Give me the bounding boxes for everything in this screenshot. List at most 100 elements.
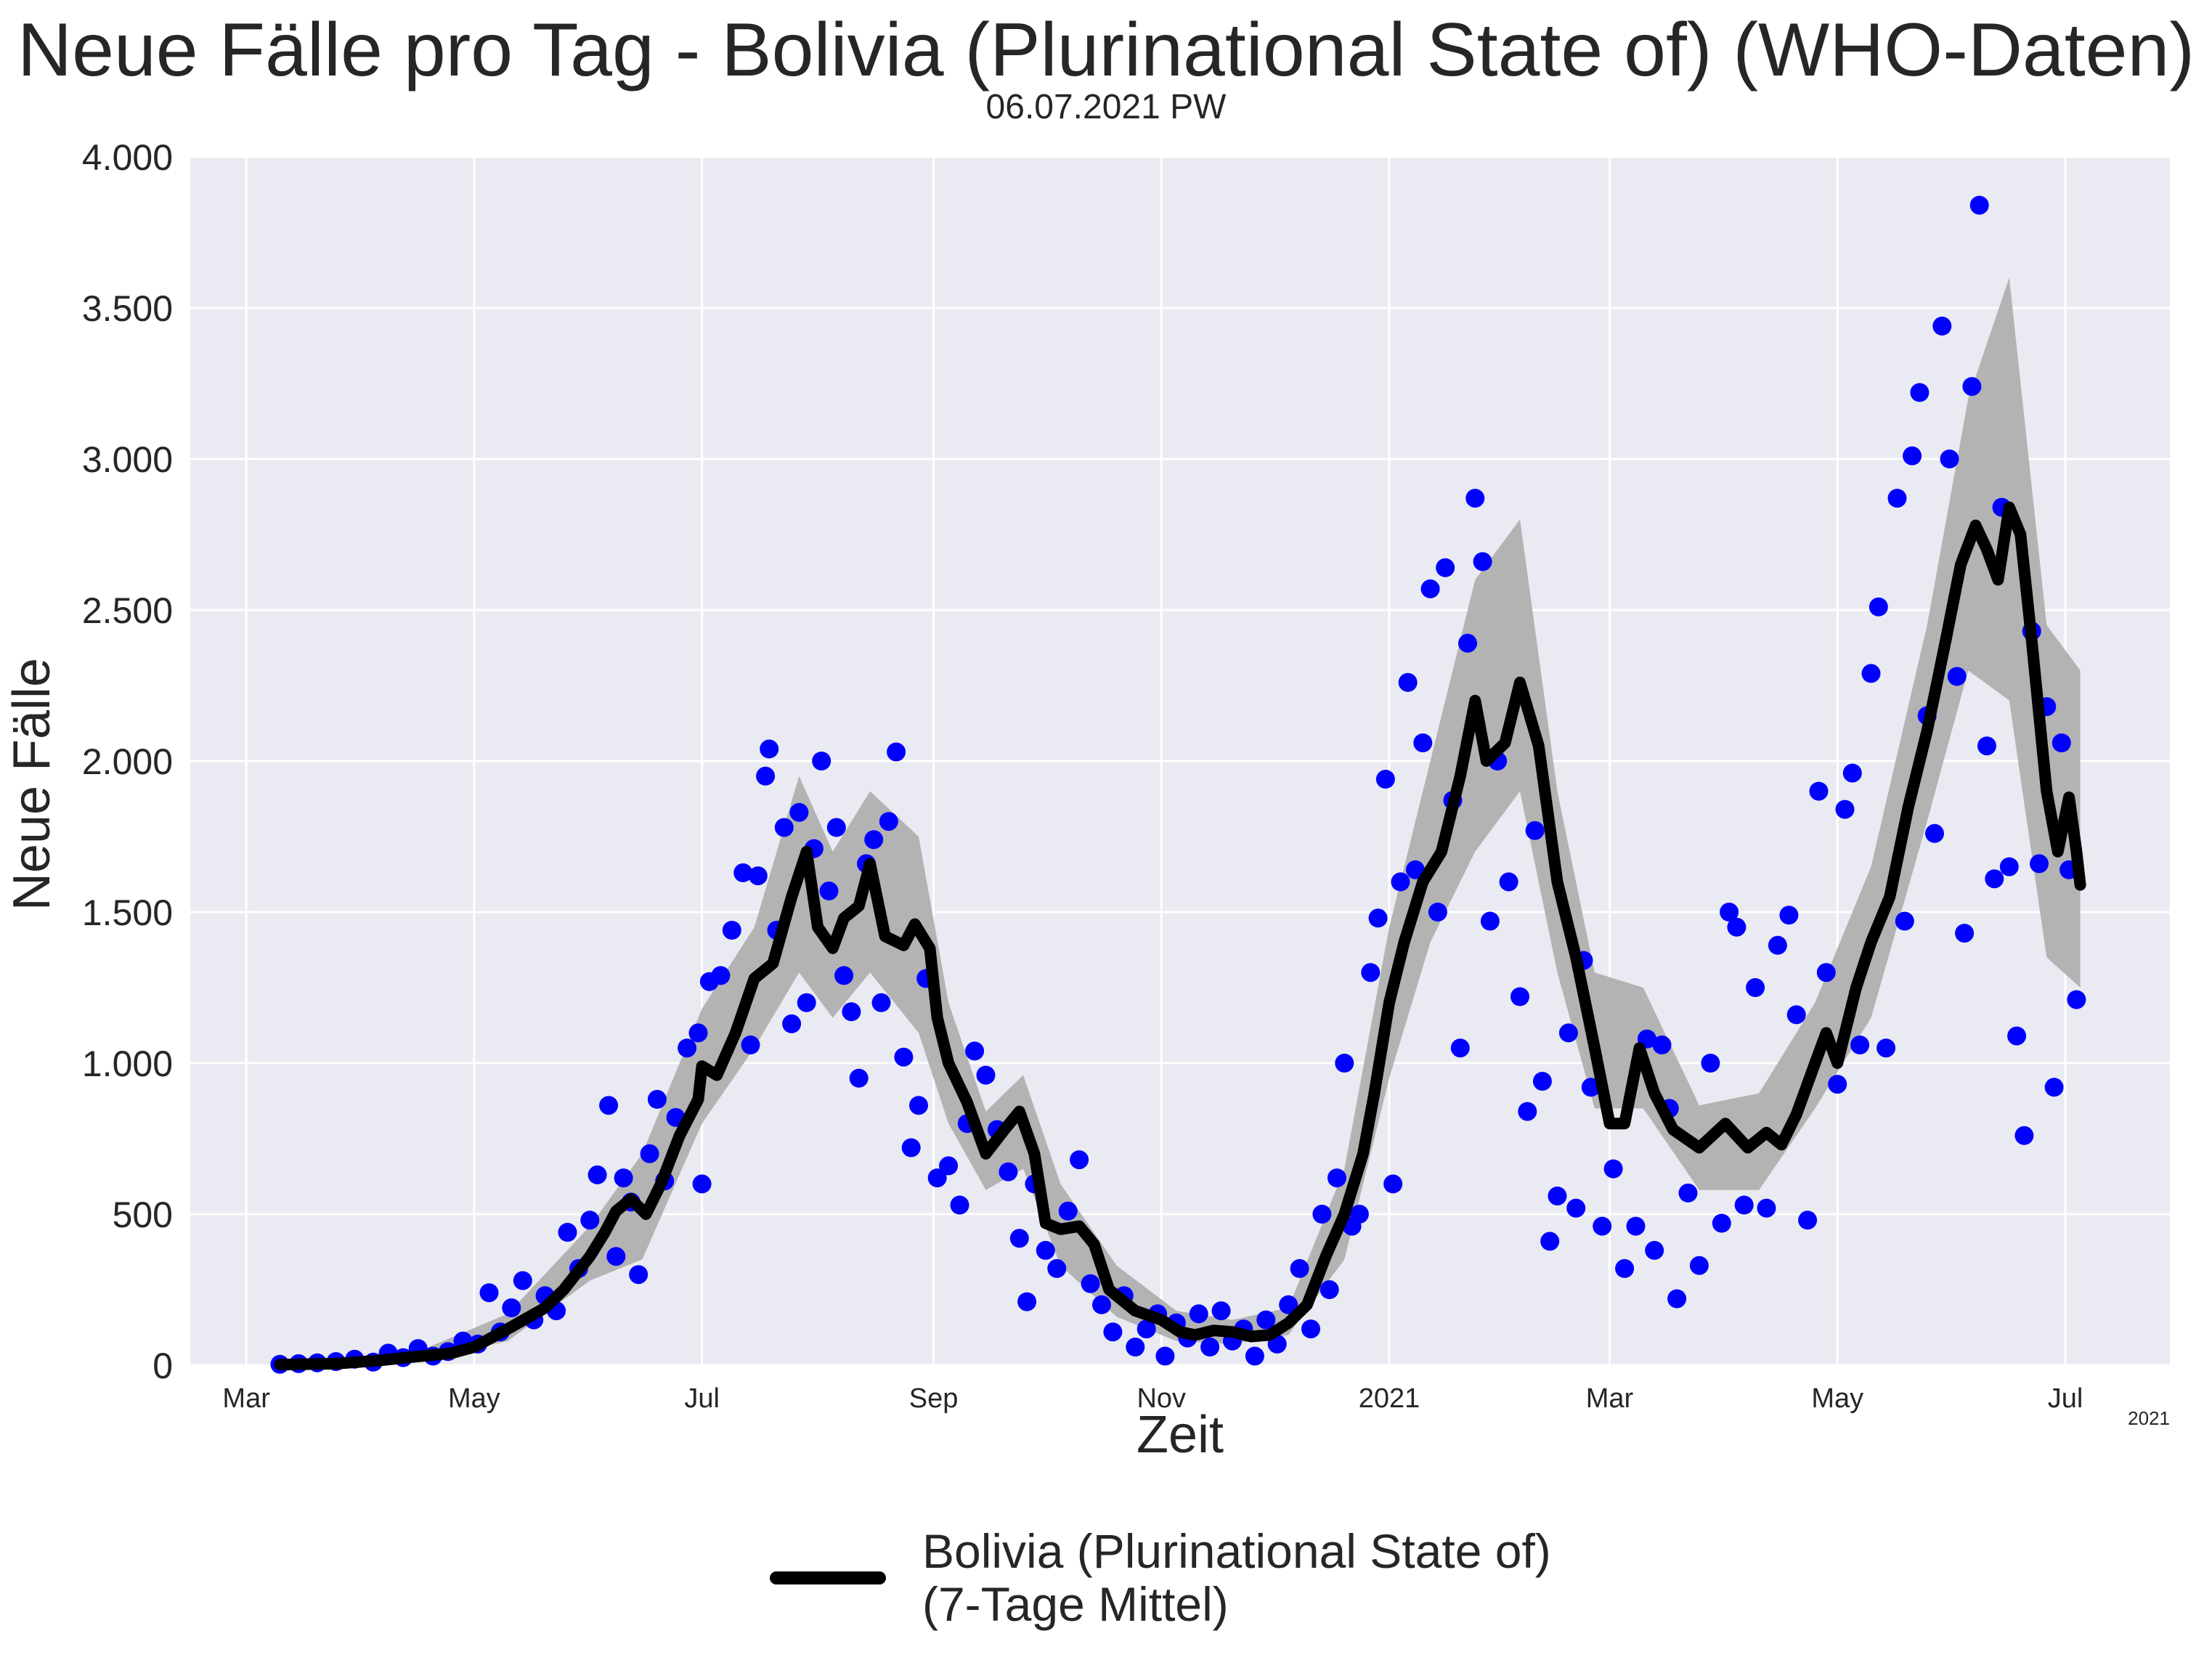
y-tick-label: 1.500 — [82, 892, 173, 933]
data-point — [1189, 1304, 1208, 1324]
data-point — [1211, 1301, 1231, 1321]
data-point — [599, 1096, 619, 1115]
data-point — [1786, 1005, 1806, 1025]
x-tick-label: 2021 — [1359, 1383, 1420, 1414]
data-point — [1615, 1258, 1635, 1278]
data-point — [688, 1023, 708, 1043]
data-point — [1720, 903, 1739, 922]
y-tick-label: 500 — [113, 1195, 173, 1235]
data-point — [1861, 664, 1881, 683]
data-point — [871, 993, 891, 1012]
data-point — [1436, 558, 1455, 577]
data-point — [901, 1138, 921, 1158]
data-point — [479, 1283, 499, 1303]
data-point — [558, 1223, 577, 1242]
data-point — [1420, 579, 1440, 598]
data-point — [1349, 1205, 1369, 1224]
legend-label: Bolivia (Plurinational State of) (7-Tage… — [922, 1524, 1551, 1631]
data-point — [965, 1041, 985, 1061]
data-point — [1712, 1213, 1731, 1233]
data-point — [1312, 1205, 1332, 1224]
data-point — [1017, 1292, 1037, 1311]
data-point — [1667, 1289, 1687, 1309]
data-point — [1701, 1054, 1720, 1073]
data-point — [849, 1068, 869, 1088]
data-point — [1279, 1295, 1298, 1314]
x-tick-label: Nov — [1137, 1383, 1186, 1414]
data-point — [1566, 1198, 1586, 1218]
data-point — [1428, 903, 1447, 922]
legend: Bolivia (Plurinational State of) (7-Tage… — [770, 1525, 1551, 1630]
data-point — [1593, 1216, 1612, 1236]
data-point — [834, 966, 854, 985]
data-point — [2044, 1078, 2064, 1097]
data-point — [1869, 597, 1888, 617]
data-point — [774, 818, 794, 837]
data-point — [1626, 1216, 1646, 1236]
data-point — [1137, 1319, 1156, 1339]
data-point — [1809, 781, 1829, 801]
data-point — [1361, 963, 1381, 983]
data-point — [1798, 1211, 1818, 1230]
x-axis-label: Zeit — [1137, 1406, 1224, 1464]
data-point — [879, 812, 898, 831]
data-point — [1047, 1258, 1067, 1278]
x-tick-label: Mar — [1586, 1383, 1634, 1414]
data-point — [1779, 906, 1799, 925]
data-point — [1757, 1198, 1776, 1218]
year-note: 2021 — [2128, 1407, 2170, 1429]
data-point — [1768, 935, 1787, 955]
data-point — [1932, 317, 1952, 335]
data-point — [1532, 1072, 1552, 1091]
data-point — [1678, 1183, 1698, 1203]
data-point — [640, 1144, 659, 1163]
data-point — [1450, 1038, 1470, 1058]
y-tick-label: 1.000 — [82, 1043, 173, 1084]
data-point — [580, 1211, 600, 1230]
data-point — [1103, 1322, 1123, 1342]
data-point — [1081, 1274, 1100, 1293]
data-point — [1398, 672, 1418, 692]
data-point — [864, 830, 884, 850]
data-point — [1036, 1240, 1055, 1260]
data-point — [1876, 1038, 1896, 1058]
data-point — [1558, 1023, 1578, 1043]
data-point — [1977, 736, 1996, 756]
data-point — [1301, 1319, 1320, 1339]
data-point — [1816, 963, 1836, 983]
y-tick-label: 2.000 — [82, 741, 173, 782]
data-point — [1375, 770, 1395, 789]
data-point — [1835, 800, 1855, 819]
chart-title: Neue Fälle pro Tag - Bolivia (Plurinatio… — [17, 8, 2195, 92]
legend-line-swatch — [770, 1571, 886, 1584]
data-point — [760, 739, 779, 759]
data-point — [909, 1096, 928, 1115]
data-point — [711, 966, 731, 985]
data-point — [1850, 1036, 1870, 1054]
data-point — [1842, 763, 1862, 783]
data-point — [894, 1047, 914, 1067]
data-point — [1458, 633, 1477, 653]
data-point — [587, 1165, 607, 1184]
data-point — [1499, 872, 1518, 892]
x-tick-label: Jul — [2048, 1383, 2083, 1414]
data-point — [1746, 978, 1765, 997]
y-axis-ticks: 0 500 1.000 1.500 2.000 2.500 3.000 3.500 4.000 — [82, 137, 173, 1386]
data-point — [812, 752, 831, 770]
data-point — [1155, 1346, 1175, 1366]
data-point — [1548, 1187, 1567, 1205]
data-point — [826, 818, 846, 837]
data-point — [999, 1162, 1018, 1181]
data-point — [1058, 1201, 1078, 1221]
data-point — [1200, 1338, 1220, 1356]
data-point — [1645, 1240, 1664, 1260]
data-point — [1245, 1346, 1264, 1366]
y-tick-label: 3.000 — [82, 439, 173, 480]
data-point — [692, 1174, 712, 1194]
data-point — [927, 1168, 947, 1188]
data-point — [2030, 854, 2049, 874]
y-tick-label: 3.500 — [82, 288, 173, 329]
data-point — [1828, 1075, 1847, 1094]
data-point — [1947, 667, 1967, 686]
